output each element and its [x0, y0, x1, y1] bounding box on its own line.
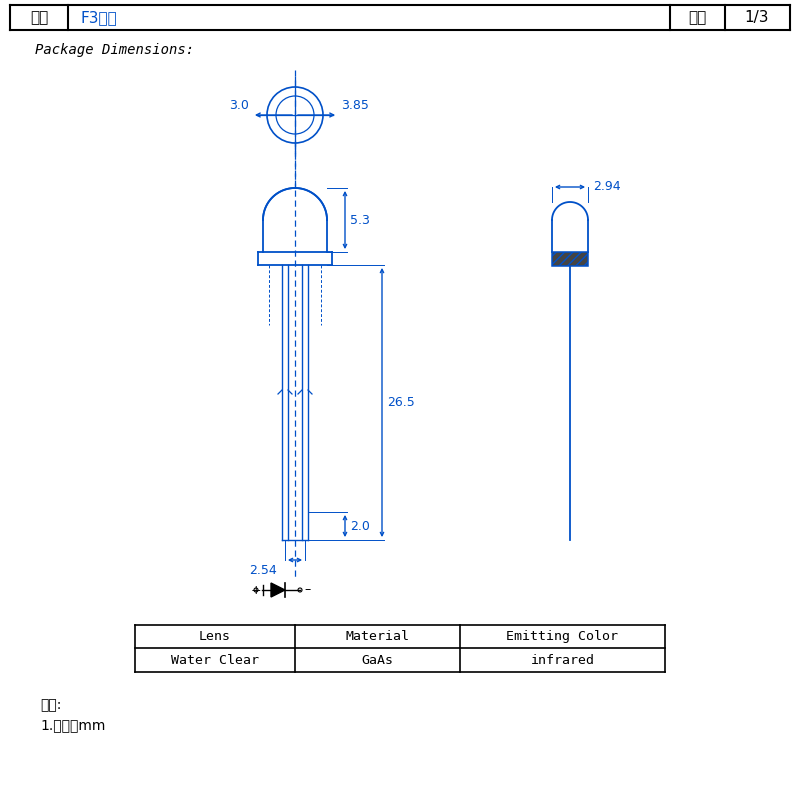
- Text: Material: Material: [346, 630, 410, 643]
- Text: +: +: [250, 583, 262, 597]
- Text: 26.5: 26.5: [387, 396, 414, 409]
- Text: infrared: infrared: [530, 654, 594, 666]
- Text: Package Dimensions:: Package Dimensions:: [35, 43, 194, 57]
- Text: F3发射: F3发射: [80, 10, 117, 25]
- Text: 3.0: 3.0: [229, 99, 249, 112]
- Text: 2.94: 2.94: [593, 181, 621, 194]
- Text: –: –: [305, 583, 311, 597]
- Text: Lens: Lens: [199, 630, 231, 643]
- Text: 页码: 页码: [688, 10, 706, 25]
- Text: 5.3: 5.3: [350, 214, 370, 226]
- Text: 2.0: 2.0: [350, 519, 370, 533]
- Text: 2.54: 2.54: [250, 564, 277, 577]
- Text: Water Clear: Water Clear: [171, 654, 259, 666]
- Text: 1.单位：mm: 1.单位：mm: [40, 718, 106, 732]
- Text: 1/3: 1/3: [745, 10, 770, 25]
- Text: GaAs: GaAs: [362, 654, 394, 666]
- Polygon shape: [271, 583, 285, 597]
- Text: 备注:: 备注:: [40, 698, 62, 712]
- Text: Emitting Color: Emitting Color: [506, 630, 618, 643]
- Text: 3.85: 3.85: [341, 99, 369, 112]
- Bar: [552, 252, 588, 266]
- Text: 型号: 型号: [30, 10, 48, 25]
